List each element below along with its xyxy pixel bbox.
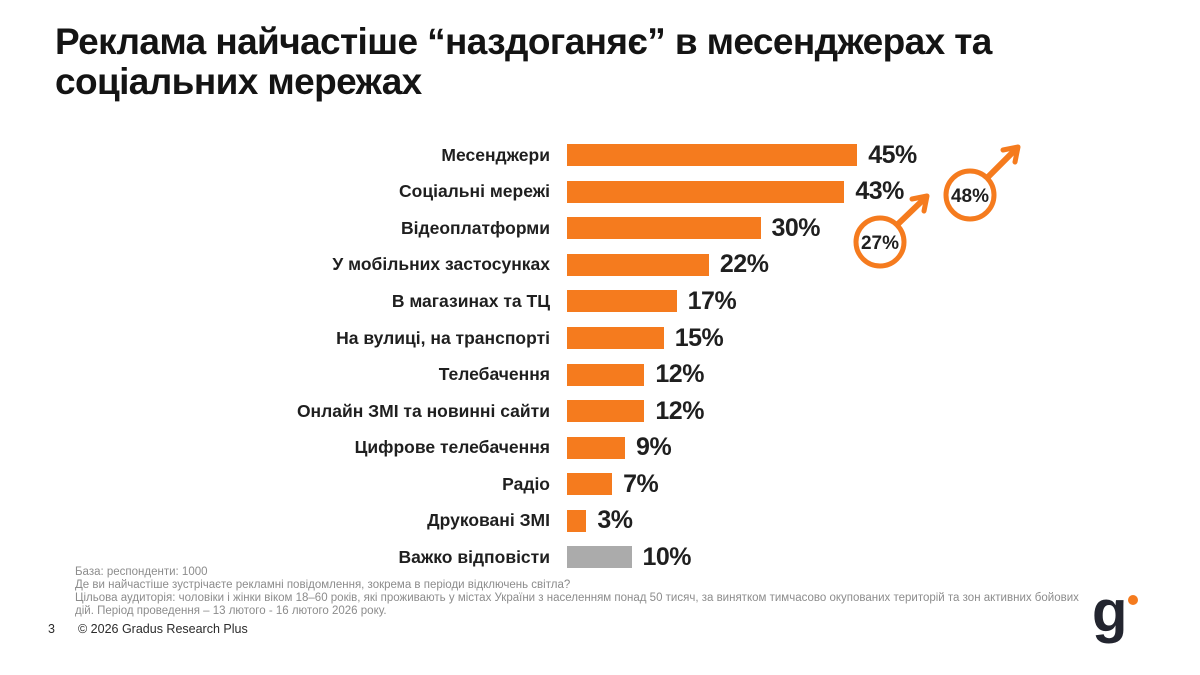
bar-orange (567, 473, 613, 496)
category-label: Важко відповісти (398, 546, 550, 567)
value-label: 15% (674, 323, 724, 352)
chart-row: В магазинах та ТЦ 17% (55, 283, 1160, 320)
bar-orange (567, 144, 858, 167)
category-label: На вулиці, на транспорті (336, 327, 550, 348)
chart-row: Друковані ЗМІ 3% (55, 502, 1160, 539)
chart-row: Відеоплатформи 30% (55, 210, 1160, 247)
category-label: Цифрове телебачення (354, 437, 550, 458)
bar-gray (567, 546, 632, 569)
chart-row: Месенджери 45% (55, 137, 1160, 174)
value-label: 45% (868, 140, 917, 169)
category-label: Відеоплатформи (401, 217, 550, 238)
category-label: Месенджери (441, 144, 550, 165)
value-label: 7% (623, 469, 659, 498)
bar-orange (567, 180, 845, 203)
category-label: В магазинах та ТЦ (391, 290, 550, 311)
chart-row: У мобільних застосунках 22% (55, 247, 1160, 284)
chart-row: Важко відповісти 10% (55, 539, 1160, 576)
category-label: Друковані ЗМІ (427, 510, 550, 531)
chart-row: Соціальні мережі 43% (55, 174, 1160, 211)
chart-row: Цифрове телебачення 9% (55, 429, 1160, 466)
page-number: 3 (48, 622, 55, 636)
category-label: Телебачення (438, 364, 550, 385)
bar-orange (567, 290, 677, 313)
category-label: Соціальні мережі (399, 181, 550, 202)
footnotes: База: респонденти: 1000 Де ви найчастіше… (75, 566, 1090, 618)
value-label: 43% (855, 177, 904, 206)
category-label: Онлайн ЗМІ та новинні сайти (296, 400, 550, 421)
bar-orange (567, 327, 664, 349)
gradus-logo: g (1092, 583, 1148, 655)
footnote-question: Де ви найчастіше зустрічаєте рекламні по… (75, 579, 571, 591)
bar-orange (567, 363, 645, 386)
category-label: У мобільних застосунках (332, 254, 550, 275)
chart-row: Онлайн ЗМІ та новинні сайти 12% (55, 393, 1160, 430)
value-label: 10% (642, 542, 692, 571)
footer: 3 © 2026 Gradus Research Plus (48, 622, 248, 636)
bar-orange (567, 217, 761, 240)
copyright: © 2026 Gradus Research Plus (78, 622, 248, 636)
value-label: 12% (655, 396, 704, 425)
chart-row: Телебачення 12% (55, 356, 1160, 393)
category-label: Радіо (502, 473, 550, 494)
value-label: 22% (719, 250, 769, 279)
logo-dot-icon (1128, 595, 1138, 605)
chart-row: Радіо 7% (55, 466, 1160, 503)
logo-letter: g (1092, 579, 1128, 644)
bar-orange (567, 509, 587, 532)
bar-orange (567, 400, 645, 423)
bar-orange (567, 436, 626, 459)
bar-chart-rows: Месенджери 45% Соціальні мережі 43% Відеопла… (55, 137, 1160, 576)
value-label: 9% (636, 433, 672, 462)
value-label: 3% (597, 506, 633, 535)
footnote-audience: Цільова аудиторія: чоловіки і жінки віко… (75, 592, 1079, 617)
value-label: 12% (655, 360, 704, 389)
bar-chart: Месенджери 45% Соціальні мережі 43% Відеопла… (55, 137, 1160, 576)
value-label: 30% (771, 213, 821, 242)
value-label: 17% (687, 286, 737, 315)
bar-orange (567, 253, 709, 276)
chart-row: На вулиці, на транспорті 15% (55, 320, 1160, 357)
footnote-base: База: респонденти: 1000 (75, 566, 208, 578)
page-title: Реклама найчастіше “наздоганяє” в месенд… (55, 21, 992, 102)
